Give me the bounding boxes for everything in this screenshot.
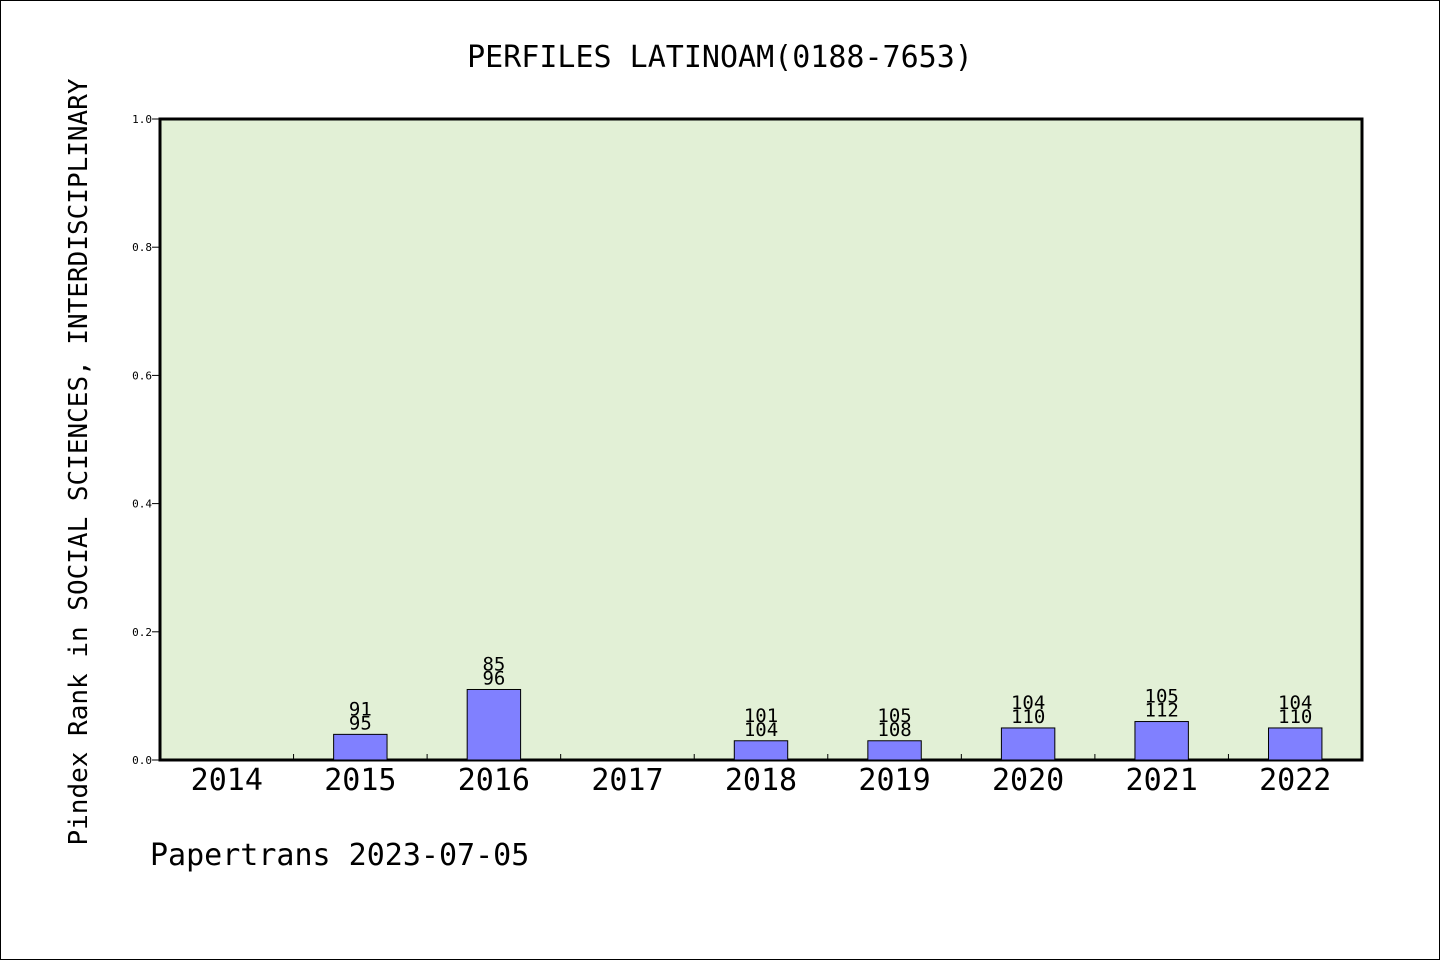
bar-label-bottom: 110 (1011, 706, 1045, 728)
x-tick-label: 2020 (992, 763, 1064, 798)
bar-label-bottom: 96 (482, 667, 505, 689)
x-tick-label: 2016 (458, 763, 530, 798)
x-tick-label: 2018 (725, 763, 797, 798)
footer-text: Papertrans 2023-07-05 (150, 838, 529, 873)
bar-label-top: 104 (1011, 692, 1045, 714)
y-tick-label: 0.2 (132, 626, 152, 639)
x-axis-ticks: 2014 2015 2016 2017 2018 2019 2020 2021 2022 (191, 754, 1331, 798)
bar (1134, 721, 1189, 761)
x-tick-label: 2015 (324, 763, 396, 798)
bar (333, 733, 388, 761)
x-tick-label: 2021 (1126, 763, 1198, 798)
x-tick-label: 2019 (858, 763, 930, 798)
y-tick-label: 1.0 (132, 113, 152, 126)
bar (733, 740, 789, 761)
bar (1000, 727, 1056, 761)
bar-label-top: 105 (877, 705, 911, 727)
bar-label-bottom: 110 (1278, 706, 1312, 728)
bars (333, 688, 1323, 761)
y-axis-label: Pindex Rank in SOCIAL SCIENCES, INTERDIS… (64, 78, 94, 845)
bar-label-top: 101 (744, 705, 778, 727)
bar (466, 688, 522, 761)
y-tick-label: 0.8 (132, 241, 152, 254)
bar-label-bottom: 112 (1145, 700, 1179, 722)
bar-label-top: 91 (349, 698, 372, 720)
bar (867, 740, 922, 761)
bar-label-bottom: 95 (349, 712, 372, 734)
x-tick-label: 2014 (191, 763, 263, 798)
bar (1268, 727, 1323, 761)
bar-label-top: 105 (1145, 686, 1179, 708)
chart-title: PERFILES LATINOAM(0188-7653) (467, 40, 973, 75)
bar-label-bottom: 108 (877, 719, 911, 741)
x-tick-label: 2022 (1259, 763, 1331, 798)
plot-area (158, 117, 1364, 762)
y-tick-label: 0.0 (132, 754, 152, 767)
bar-label-top: 85 (482, 653, 505, 675)
y-tick-label: 0.4 (132, 498, 152, 511)
y-tick-label: 0.6 (132, 369, 152, 382)
bar-label-top: 104 (1278, 692, 1312, 714)
x-tick-label: 2017 (591, 763, 663, 798)
y-axis-ticks: 0.0 0.2 0.4 0.6 0.8 1.0 (132, 113, 160, 767)
bar-label-bottom: 104 (744, 719, 778, 741)
